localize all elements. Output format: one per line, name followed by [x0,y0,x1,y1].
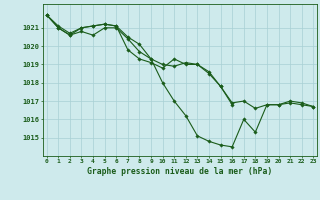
X-axis label: Graphe pression niveau de la mer (hPa): Graphe pression niveau de la mer (hPa) [87,167,273,176]
